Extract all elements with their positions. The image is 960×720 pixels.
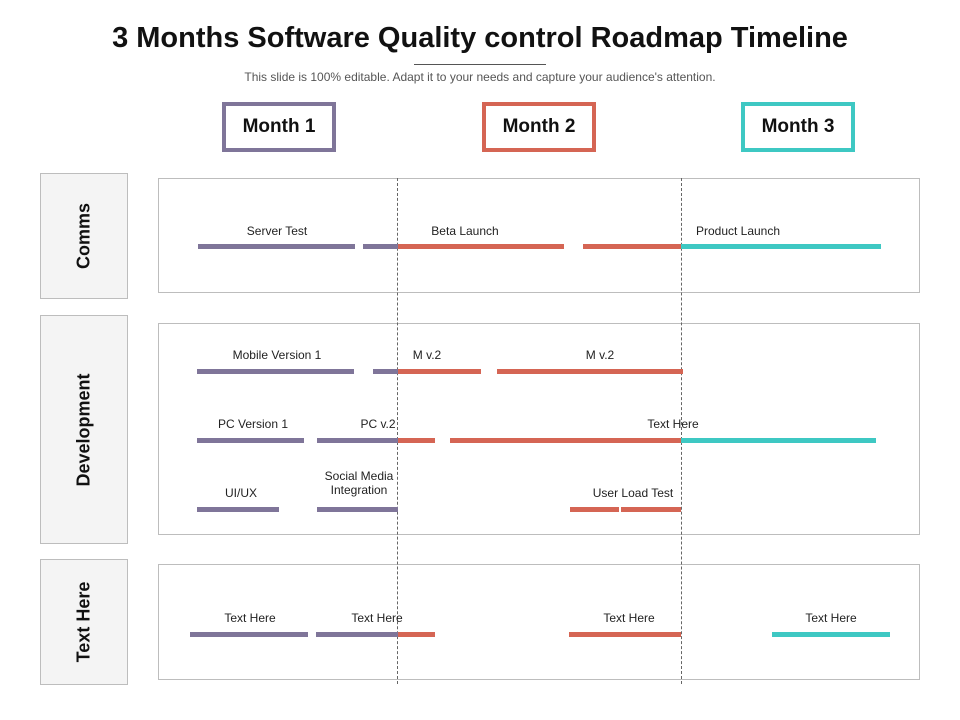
task-label-user-load-test: User Load Test [592, 486, 674, 500]
bar-pc-version-1 [197, 438, 304, 443]
task-label-ui-ux: UI/UX [224, 486, 258, 500]
bar-text-here-4 [772, 632, 890, 637]
task-label-beta-launch: Beta Launch [431, 224, 499, 238]
comms-panel [158, 178, 920, 293]
month-2-label: Month 2 [502, 116, 576, 137]
row-label-comms: Comms [40, 173, 128, 299]
bar-mobile-version-1 [197, 369, 354, 374]
task-label-m-v2-a: M v.2 [412, 348, 442, 362]
bar-dev-text-here-red [450, 438, 681, 443]
row-label-text-here: Text Here [40, 559, 128, 685]
bar-m-v2-b [497, 369, 683, 374]
bar-text-here-2-purple [316, 632, 398, 637]
month-3-label: Month 3 [761, 116, 835, 137]
task-label-server-test: Server Test [246, 224, 308, 238]
task-label-product-launch: Product Launch [695, 224, 781, 238]
bar-pc-v2-purple [317, 438, 398, 443]
task-label-pc-v2: PC v.2 [360, 417, 396, 431]
task-label-text-here-4: Text Here [805, 611, 857, 625]
bar-m-v2-a [398, 369, 481, 374]
row-label-development: Development [40, 315, 128, 544]
bar-user-load-test-b [621, 507, 681, 512]
month-1-label: Month 1 [242, 116, 316, 137]
bar-text-here-1 [190, 632, 308, 637]
month-2-box: Month 2 [482, 102, 596, 152]
bar-beta-launch [398, 244, 564, 249]
task-label-dev-text-here: Text Here [647, 417, 699, 431]
month-1-box: Month 1 [222, 102, 336, 152]
bar-pc-v2-red [398, 438, 435, 443]
page-subtitle: This slide is 100% editable. Adapt it to… [244, 70, 716, 84]
task-label-mobile-version-1: Mobile Version 1 [232, 348, 322, 362]
bar-mobile-version-1-2 [373, 369, 398, 374]
month-divider-2 [681, 178, 682, 684]
bar-user-load-test-a [570, 507, 619, 512]
task-label-social-media-integration: Social Media Integration [324, 469, 394, 497]
month-divider-1 [397, 178, 398, 684]
bar-dev-text-here-teal [681, 438, 876, 443]
row-label-development-text: Development [73, 372, 94, 487]
bar-text-here-2-red [398, 632, 435, 637]
bar-ui-ux [197, 507, 279, 512]
title-underline [414, 64, 546, 65]
row-label-text-here-text: Text Here [73, 581, 94, 663]
bar-social-media-integration [317, 507, 398, 512]
task-label-pc-version-1: PC Version 1 [217, 417, 289, 431]
task-label-m-v2-b: M v.2 [585, 348, 615, 362]
text-here-panel [158, 564, 920, 680]
bar-text-here-3 [569, 632, 681, 637]
bar-server-test-2 [363, 244, 398, 249]
page-title: 3 Months Software Quality control Roadma… [112, 22, 848, 54]
development-panel [158, 323, 920, 535]
month-3-box: Month 3 [741, 102, 855, 152]
row-label-comms-text: Comms [73, 202, 94, 270]
task-label-text-here-2: Text Here [351, 611, 403, 625]
bar-beta-launch-2 [583, 244, 681, 249]
task-label-text-here-3: Text Here [603, 611, 655, 625]
bar-product-launch [681, 244, 881, 249]
bar-server-test [198, 244, 355, 249]
task-label-text-here-1: Text Here [224, 611, 276, 625]
